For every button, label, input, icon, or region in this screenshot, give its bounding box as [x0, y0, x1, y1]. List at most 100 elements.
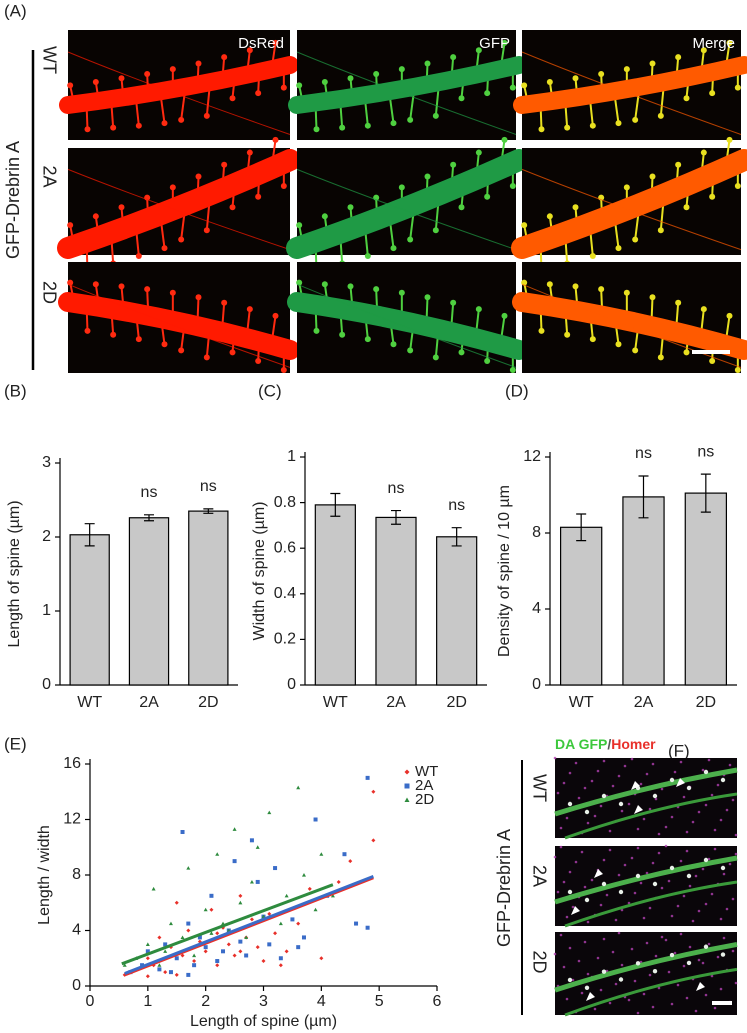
- puncta: [553, 855, 557, 859]
- y-axis-label: Length / width: [36, 825, 53, 925]
- spine-head: [649, 173, 656, 180]
- spine-head: [720, 865, 726, 871]
- point: [215, 959, 220, 964]
- puncta: [731, 798, 735, 802]
- error-bar: [391, 509, 401, 525]
- spine-head: [475, 306, 482, 313]
- puncta: [664, 844, 668, 848]
- y-tick-label: 0: [42, 676, 51, 693]
- spine-head: [272, 136, 279, 143]
- spine-head: [632, 236, 639, 243]
- spine-head: [458, 204, 465, 211]
- puncta: [574, 761, 578, 765]
- puncta: [645, 772, 649, 776]
- puncta: [660, 935, 664, 939]
- spine-head: [546, 78, 553, 85]
- bar: [559, 526, 603, 686]
- micrograph: [511, 136, 747, 274]
- spine-head: [364, 253, 371, 260]
- micrograph: [287, 262, 529, 373]
- puncta: [562, 965, 566, 969]
- x-tick-label: 2D: [696, 694, 716, 711]
- puncta: [608, 848, 612, 852]
- micrograph: [288, 30, 528, 140]
- spine-head: [347, 283, 354, 290]
- spine-head: [484, 357, 491, 364]
- y-tick-label: 1: [287, 448, 296, 465]
- puncta: [602, 759, 606, 763]
- spine-head: [398, 184, 405, 191]
- puncta: [630, 757, 634, 761]
- puncta: [559, 826, 563, 830]
- spine-head: [484, 90, 491, 97]
- annotation: ns: [697, 443, 714, 460]
- point: [209, 893, 214, 898]
- puncta: [734, 852, 738, 856]
- puncta: [586, 972, 590, 976]
- spine-head: [501, 39, 508, 46]
- spine-head: [669, 865, 675, 871]
- puncta: [725, 808, 729, 812]
- dendrite: [513, 56, 747, 114]
- y-tick-label: 12: [523, 448, 541, 465]
- spine-head: [255, 90, 262, 97]
- spine-head: [458, 95, 465, 102]
- point: [232, 859, 237, 864]
- spine-head: [720, 777, 726, 783]
- axon: [521, 283, 742, 368]
- puncta: [599, 903, 603, 907]
- point: [186, 866, 191, 870]
- legend-label: 2A: [415, 777, 433, 794]
- point: [404, 797, 410, 802]
- spine-head: [700, 149, 707, 156]
- x-tick-label: WT: [77, 694, 102, 711]
- spine-head: [572, 204, 579, 211]
- dendrite: [554, 767, 738, 817]
- spine-head: [567, 977, 573, 983]
- spine-head: [161, 245, 168, 252]
- spine-head: [424, 60, 431, 67]
- point: [163, 970, 168, 975]
- puncta: [586, 821, 590, 825]
- spine-head: [118, 75, 125, 82]
- spine-head: [546, 213, 553, 220]
- puncta: [667, 970, 671, 974]
- puncta: [568, 946, 572, 950]
- spine-head: [601, 969, 607, 974]
- puncta: [583, 940, 587, 944]
- puncta: [667, 879, 671, 883]
- micrograph: [58, 262, 300, 373]
- panel-label: (C): [258, 381, 282, 400]
- puncta: [608, 1001, 612, 1005]
- puncta: [623, 863, 627, 867]
- y-tick-label: 0.4: [274, 585, 296, 602]
- point: [301, 873, 306, 877]
- point: [215, 852, 220, 856]
- spine-head: [161, 341, 168, 348]
- point: [244, 935, 249, 940]
- y-tick-label: 0.6: [274, 539, 296, 556]
- puncta: [734, 833, 738, 837]
- point: [278, 921, 283, 926]
- point: [180, 935, 185, 940]
- spine-head: [321, 213, 328, 220]
- y-axis-label: Width of spine (µm): [251, 501, 268, 640]
- spine-head: [652, 969, 658, 974]
- spine-head: [178, 347, 185, 354]
- puncta: [679, 932, 683, 936]
- panel-label: (B): [4, 381, 27, 400]
- y-tick-label: 0: [72, 977, 81, 994]
- point: [145, 942, 150, 946]
- puncta: [633, 979, 637, 983]
- spine-head: [615, 245, 622, 252]
- puncta: [673, 770, 677, 774]
- puncta: [679, 859, 683, 863]
- arrowhead: [571, 906, 580, 915]
- spine-head: [203, 227, 210, 234]
- spine-head: [390, 245, 397, 252]
- spine-head: [272, 39, 279, 46]
- puncta: [559, 933, 563, 937]
- puncta: [728, 862, 732, 866]
- puncta: [562, 880, 566, 884]
- point: [313, 817, 318, 822]
